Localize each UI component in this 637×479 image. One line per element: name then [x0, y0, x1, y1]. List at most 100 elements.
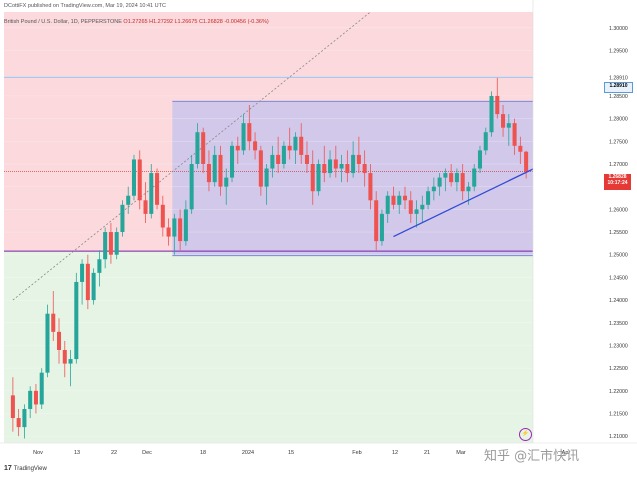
candle-body	[339, 163, 344, 169]
price-tick-label: 1.26000	[609, 207, 628, 213]
price-tick-label: 1.28000	[609, 117, 628, 123]
current-price-badge: 1.26828 10:17:24	[604, 174, 631, 190]
candle-body	[391, 195, 396, 205]
tv-logo-icon: 17	[4, 465, 12, 472]
candle-body	[483, 132, 488, 151]
candle-body	[477, 150, 483, 169]
candle-body	[328, 159, 333, 174]
candle-body	[270, 154, 275, 169]
candle-body	[10, 395, 15, 419]
candle-body	[218, 154, 223, 187]
price-tick-label: 1.23000	[609, 343, 628, 349]
candle-body	[420, 204, 425, 210]
time-tick-label: 15	[288, 450, 294, 456]
candle-body	[39, 372, 44, 405]
candle-body	[506, 123, 511, 128]
candle-body	[155, 173, 160, 205]
candle-body	[241, 123, 246, 151]
candle-body	[103, 232, 108, 260]
price-tick-label: 1.28500	[609, 94, 628, 100]
watermark-text: 知乎 @汇市快讯	[484, 449, 580, 464]
candle-body	[397, 195, 402, 205]
candle-body	[495, 95, 500, 115]
candle-body	[126, 195, 131, 205]
candle-body	[224, 177, 229, 187]
candle-body	[178, 218, 183, 242]
price-tick-label: 1.24000	[609, 298, 628, 304]
time-tick-label: Nov	[33, 450, 43, 456]
candle-body	[351, 154, 356, 174]
tv-logo-text: TradingView	[13, 466, 47, 472]
time-tick-label: 2024	[242, 450, 254, 456]
candle-body	[56, 331, 62, 350]
candle-body	[501, 114, 506, 128]
candle-body	[345, 163, 350, 174]
candle-body	[143, 200, 148, 214]
current-price: 1.26828	[608, 174, 627, 180]
candle-body	[85, 263, 90, 301]
time-tick-label: 12	[392, 450, 398, 456]
candle-body	[524, 151, 529, 172]
time-tick-label: Apr	[562, 450, 571, 456]
price-tick-label: 1.21000	[609, 434, 628, 440]
candle-body	[333, 159, 338, 169]
candle-body	[189, 163, 194, 210]
candle-body	[183, 209, 188, 242]
candle-body	[201, 132, 206, 164]
candle-body	[131, 159, 137, 196]
candle-body	[62, 349, 67, 364]
time-tick-label: Dec	[142, 450, 152, 456]
candle-body	[414, 209, 419, 214]
candle-body	[212, 154, 217, 183]
high-level-badge: 1.28910	[604, 82, 633, 93]
candle-body	[108, 232, 113, 255]
alert-icon[interactable]: ⚡	[519, 428, 532, 441]
candle-body	[16, 418, 21, 428]
candle-body	[166, 227, 171, 237]
candle-body	[362, 163, 367, 174]
candle-body	[379, 213, 384, 242]
time-tick-label: 13	[74, 450, 80, 456]
price-tick-label: 1.23500	[609, 321, 628, 327]
candle-body	[235, 145, 240, 151]
candle-body	[149, 173, 154, 214]
price-tick-label: 1.27000	[609, 162, 628, 168]
candle-body	[368, 173, 373, 201]
price-tick-label: 1.21500	[609, 412, 628, 418]
candle-body	[437, 177, 442, 187]
candle-body	[22, 408, 27, 428]
candle-body	[287, 145, 292, 151]
candle-body	[322, 163, 327, 174]
price-tick-label: 1.30000	[609, 26, 628, 32]
candle-body	[51, 313, 56, 332]
candle-body	[160, 204, 165, 228]
candle-body	[258, 150, 263, 187]
price-axis-bg	[533, 0, 637, 443]
candle-body	[489, 95, 494, 133]
candle-body	[304, 154, 310, 164]
candle-body	[281, 145, 286, 164]
candle-body	[402, 195, 408, 201]
candle-body	[466, 186, 471, 192]
candle-body	[374, 200, 379, 242]
candle-body	[518, 145, 523, 152]
time-tick-label: 18	[200, 450, 206, 456]
candle-body	[356, 154, 361, 164]
candle-body	[80, 263, 85, 282]
candle-body	[426, 191, 431, 205]
candle-body	[172, 218, 177, 237]
time-tick-label: 22	[111, 450, 117, 456]
candle-body	[460, 173, 465, 192]
candle-body	[472, 168, 477, 187]
price-tick-label: 1.25000	[609, 253, 628, 259]
candle-body	[512, 123, 517, 146]
candle-body	[449, 173, 454, 183]
symbol-row: British Pound / U.S. Dollar, 1D, PEPPERS…	[4, 19, 269, 25]
candle-body	[114, 232, 119, 255]
candle-body	[293, 136, 298, 151]
time-axis-bg	[0, 443, 637, 479]
price-tick-label: 1.25500	[609, 230, 628, 236]
candle-body	[310, 163, 315, 192]
tradingview-logo: 17 TradingView	[4, 465, 47, 472]
